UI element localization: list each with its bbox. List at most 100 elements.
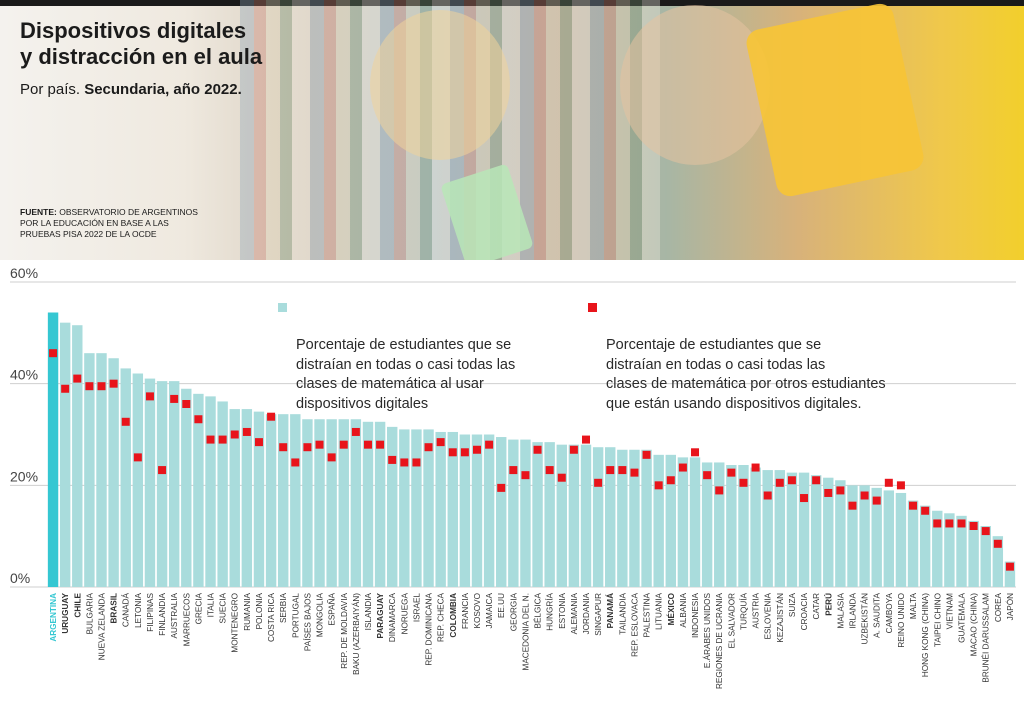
marker-point — [993, 539, 1002, 548]
marker-point — [412, 458, 421, 467]
marker-point — [339, 440, 348, 449]
marker-point — [388, 455, 397, 464]
marker-point — [351, 427, 360, 436]
marker-point — [472, 445, 481, 454]
marker-point — [824, 488, 833, 497]
x-tick-label: LITUANIA — [655, 592, 664, 629]
bar — [532, 442, 543, 587]
x-tick-label: TURQUÍA — [738, 592, 748, 629]
marker-point — [557, 473, 566, 482]
x-tick-label: SUIZA — [788, 592, 797, 617]
x-tick-label: COLOMBIA — [449, 593, 458, 638]
x-tick-label: ITALIA — [207, 592, 216, 617]
bar — [883, 490, 895, 587]
marker-point — [521, 471, 530, 480]
marker-point — [497, 483, 506, 492]
marker-point — [860, 491, 869, 500]
marker-point — [618, 466, 627, 475]
marker-point — [230, 430, 239, 439]
marker-point — [763, 491, 772, 500]
bar — [229, 409, 240, 587]
x-tick-label: COSTA RICA — [267, 592, 276, 642]
bar — [47, 312, 59, 587]
bar — [59, 322, 71, 587]
x-tick-label: NORUEGA — [400, 592, 409, 634]
x-tick-label: BÉLGICA — [533, 592, 543, 628]
bar — [386, 426, 398, 587]
marker-point — [254, 438, 263, 447]
bar — [835, 480, 846, 587]
marker-point — [49, 349, 58, 358]
bar — [193, 393, 204, 587]
marker-point — [739, 478, 748, 487]
x-tick-label: IRLANDA — [848, 592, 857, 628]
bar — [362, 421, 374, 587]
x-tick-label: A. SAUDITA — [873, 592, 882, 637]
marker-point — [872, 496, 881, 505]
marker-point — [485, 440, 494, 449]
bar — [496, 437, 507, 587]
marker-point — [509, 466, 518, 475]
bar — [859, 485, 870, 587]
bar — [726, 465, 737, 587]
bar — [120, 368, 131, 587]
bar — [338, 419, 349, 587]
x-tick-label: KOSOVO — [473, 593, 482, 629]
marker-point — [787, 476, 796, 485]
marker-point — [909, 501, 918, 510]
marker-point — [267, 412, 276, 421]
x-tick-label: MONTENEGRO — [231, 593, 240, 653]
x-tick-label: TAIPEI CHINO — [933, 593, 942, 647]
marker-point — [630, 468, 639, 477]
marker-point — [291, 458, 300, 467]
bar — [132, 373, 144, 587]
y-tick-label: 0% — [10, 570, 30, 586]
marker-point — [145, 392, 154, 401]
bar — [605, 447, 616, 587]
bar — [919, 505, 931, 587]
x-tick-label: RUMANIA — [243, 592, 252, 630]
bar — [653, 454, 664, 587]
bar — [350, 419, 362, 587]
x-tick-label: JAMAICA — [485, 592, 494, 628]
source-text: OBSERVATORIO DE ARGENTINOS POR LA EDUCAC… — [20, 207, 198, 239]
source-label: FUENTE: — [20, 207, 57, 217]
bar — [665, 454, 677, 587]
bar — [956, 515, 967, 587]
marker-point — [279, 443, 288, 452]
marker-point — [642, 450, 651, 459]
bar — [677, 457, 689, 587]
marker-point — [933, 519, 942, 528]
x-tick-label: EE.UU — [497, 593, 506, 618]
marker-point — [460, 448, 469, 457]
marker-point — [812, 476, 821, 485]
x-tick-label: CATAR — [812, 593, 821, 620]
bar — [714, 462, 725, 587]
bar — [823, 477, 834, 587]
bar — [1004, 561, 1016, 587]
marker-point — [133, 453, 142, 462]
legend-swatch-bars — [278, 303, 287, 312]
marker-point — [315, 440, 324, 449]
x-tick-label: REP. DE MOLDAVIA — [340, 592, 349, 668]
x-tick-label: BAKU (AZERBAIYÁN) — [351, 593, 361, 675]
marker-point — [206, 435, 215, 444]
bar — [84, 353, 95, 587]
marker-point — [61, 384, 70, 393]
x-tick-label: KEZAJISTÁN — [775, 593, 785, 643]
bar — [156, 381, 168, 587]
x-tick-label: GEORGIA — [509, 592, 518, 631]
bar — [689, 457, 701, 587]
marker-point — [327, 453, 336, 462]
x-tick-label: REGIONES DE UCRANIA — [715, 592, 724, 689]
x-tick-label: BRUNÉI DARUSSALAM — [981, 593, 991, 683]
bar — [144, 378, 156, 587]
bar — [907, 500, 919, 587]
marker-point — [97, 382, 106, 391]
x-tick-label: ISLANDIA — [364, 592, 373, 630]
x-tick-label: MACAO (CHINA) — [970, 593, 979, 656]
bar — [72, 325, 83, 587]
legend-item-markers: Porcentaje de estudiantes que se distraí… — [588, 297, 886, 414]
marker-point — [945, 519, 954, 528]
bar — [932, 510, 943, 587]
